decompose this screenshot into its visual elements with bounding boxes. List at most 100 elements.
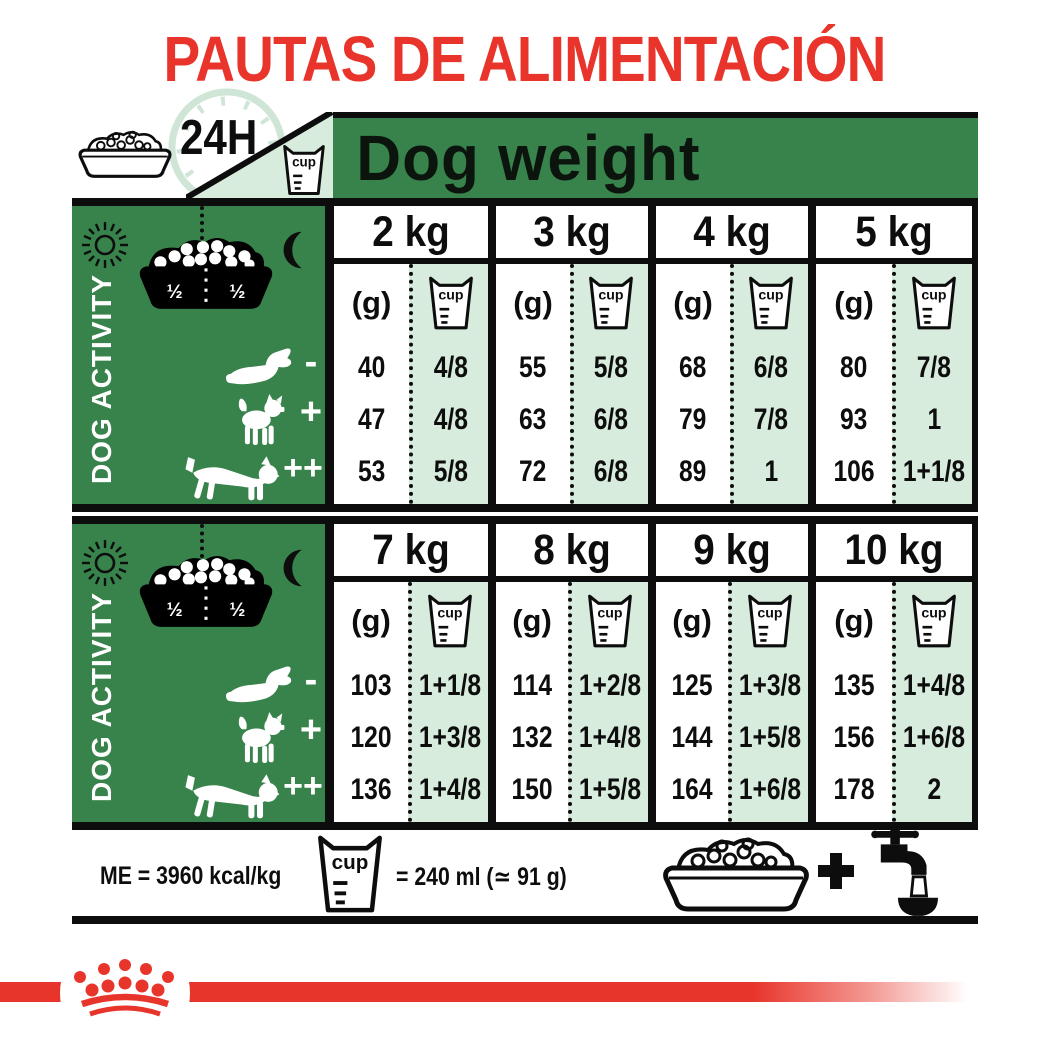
dog-weight-header: Dog weight [333,112,978,198]
cup-equivalence-text: = 240 ml (≃ 91 g) [396,863,567,891]
grams-label: (g) [834,285,874,320]
grams-label: (g) [834,603,874,638]
grams-label: (g) [672,603,712,638]
half-divider-line [200,206,204,240]
cups-value: 5/8 [593,351,629,384]
weight-column-4kg: 4 kg (g) 68 79 89 cup 6/8 7/8 1 [656,206,808,504]
measuring-cup-icon: cup [428,594,472,648]
page-title: PAUTAS DE ALIMENTACIÓN [163,23,886,95]
grams-value: 40 [357,351,386,384]
cups-value: 1+1/8 [902,455,966,488]
hours-label: 24H [180,111,258,165]
measuring-cup-icon: cup [314,834,386,914]
metabolizable-energy-text: ME = 3960 kcal/kg [100,862,282,890]
dog-activity-label: DOG ACTIVITY [86,591,117,803]
activity-level-low: - [304,659,318,701]
svg-text:cup: cup [757,604,783,620]
cups-value: 5/8 [433,455,468,488]
svg-text:cup: cup [437,604,463,620]
cups-value: 7/8 [753,403,789,436]
activity-level-low: - [304,341,318,383]
cups-value: 1 [764,455,778,488]
grams-value: 89 [679,455,707,488]
weight-header: 3 kg [496,206,648,264]
svg-text:½: ½ [229,282,245,303]
grams-value: 164 [671,773,713,806]
svg-text:½: ½ [229,600,245,621]
grams-value: 93 [840,403,868,436]
cups-value: 1+3/8 [738,669,802,702]
weight-column-3kg: 3 kg (g) 55 63 72 cup 5/8 6/8 6/8 [496,206,648,504]
feeding-table-section-1: ½ ½ DOG ACTIVITY - + ++ 2 kg (g) 40 47 5… [72,198,978,512]
cups-value: 1 [927,403,941,436]
grams-value: 125 [671,669,713,702]
weight-header: 9 kg [656,524,808,582]
weight-header: 4 kg [656,206,808,264]
measuring-cup-icon: cup [283,145,325,195]
cups-value: 6/8 [753,351,789,384]
svg-text:cup: cup [332,851,369,874]
dog-activity-panel: ½ ½ DOG ACTIVITY - + ++ [72,206,325,504]
grams-value: 53 [357,455,386,488]
activity-level-medium: + [299,709,323,751]
measuring-cup-icon: cup [428,276,473,330]
cups-value: 1+3/8 [418,721,482,754]
cups-value: 1+5/8 [738,721,802,754]
grams-value: 80 [840,351,868,384]
grams-value: 156 [833,721,875,754]
water-tap-icon [871,827,938,916]
weight-label: 7 kg [372,525,450,574]
measuring-cup-icon: cup [588,594,632,648]
grams-label: (g) [513,285,553,320]
grams-label: (g) [673,285,713,320]
grams-value: 114 [512,669,552,702]
cups-value: 1+1/8 [418,669,482,702]
svg-text:cup: cup [758,286,784,302]
grams-value: 106 [833,455,875,488]
measuring-cup-icon: cup [748,594,792,648]
weight-column-9kg: 9 kg (g) 125 144 164 cup 1+3/8 1+5/8 1+6… [656,524,808,822]
cups-value: 6/8 [593,403,629,436]
bowl-half-icon: ½ ½ [138,554,274,629]
cups-value: 4/8 [433,351,468,384]
grams-value: 103 [350,669,392,702]
weight-column-10kg: 10 kg (g) 135 156 178 cup 1+4/8 1+6/8 2 [816,524,972,822]
dog-activity-panel: ½ ½ DOG ACTIVITY - + ++ [72,524,325,822]
grams-value: 150 [511,773,553,806]
activity-level-high: ++ [283,449,323,487]
grams-label: (g) [512,603,552,638]
measuring-cup-icon: cup [912,276,956,330]
weight-label: 2 kg [372,207,450,256]
cups-value: 1+4/8 [418,773,482,806]
weight-header: 8 kg [496,524,648,582]
dog-activity-label: DOG ACTIVITY [86,273,117,485]
weight-column-8kg: 8 kg (g) 114 132 150 cup 1+2/8 1+4/8 1+5… [496,524,648,822]
svg-text:cup: cup [438,286,464,302]
half-divider-line [200,524,204,558]
weight-column-2kg: 2 kg (g) 40 47 53 cup 4/8 4/8 5/8 [334,206,488,504]
grams-value: 136 [350,773,392,806]
weight-label: 4 kg [693,207,771,256]
grams-value: 132 [511,721,553,754]
cups-value: 4/8 [433,403,468,436]
svg-text:½: ½ [167,600,183,621]
cups-value: 1+4/8 [578,721,642,754]
weight-header: 5 kg [816,206,972,264]
svg-text:cup: cup [597,604,623,620]
weight-column-7kg: 7 kg (g) 103 120 136 cup 1+1/8 1+3/8 1+4… [334,524,488,822]
grams-value: 135 [833,669,875,702]
weight-label: 9 kg [693,525,771,574]
measuring-cup-icon: cup [589,276,633,330]
grams-value: 47 [357,403,386,436]
grams-value: 79 [679,403,707,436]
activity-level-medium: + [299,391,323,433]
measuring-cup-icon: cup [912,594,956,648]
bowl-half-icon: ½ ½ [138,236,274,311]
svg-text:cup: cup [292,155,316,170]
activity-level-high: ++ [283,767,323,805]
weight-header: 10 kg [816,524,972,582]
grams-value: 63 [519,403,547,436]
cups-value: 1+6/8 [902,721,966,754]
svg-text:cup: cup [921,604,947,620]
grams-value: 178 [833,773,875,806]
